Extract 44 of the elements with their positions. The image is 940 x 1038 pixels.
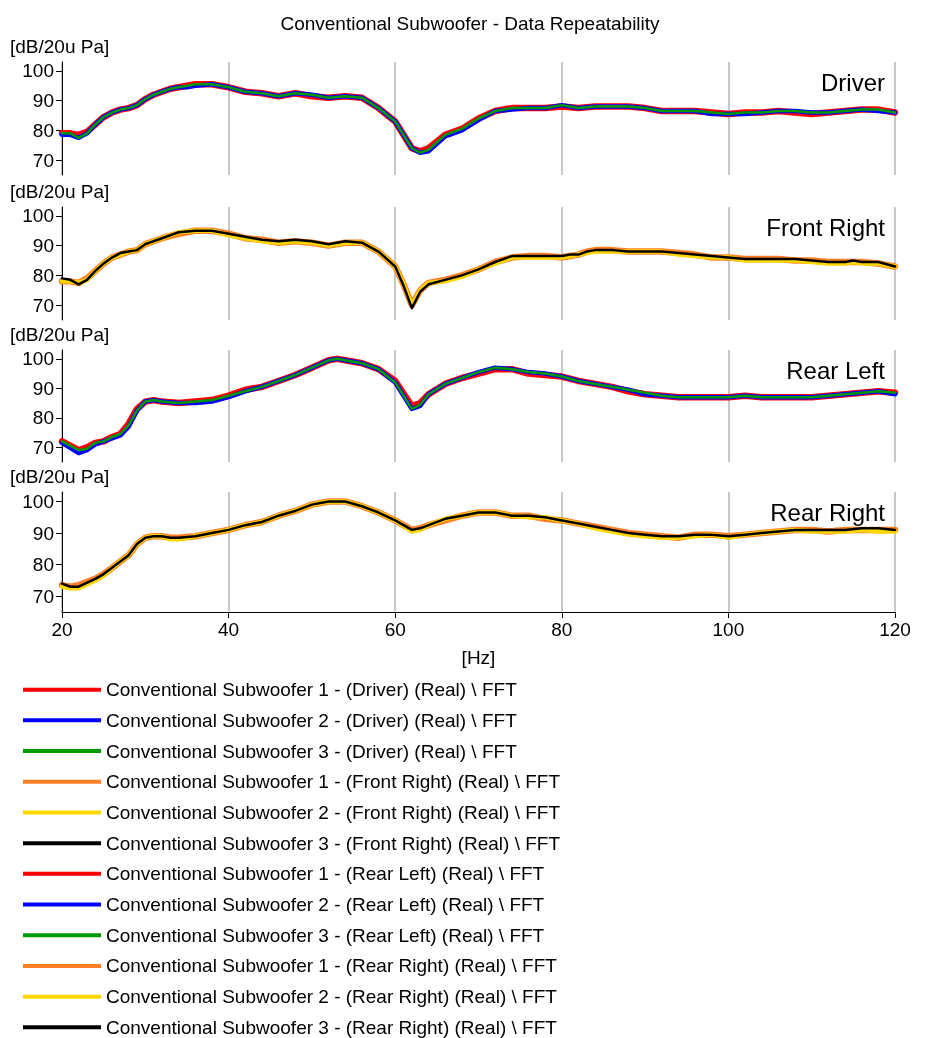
y-tick-label: 100 [22,348,54,370]
legend-label: Conventional Subwoofer 3 - (Rear Left) (Real) \ FFT [106,924,545,946]
y-tick-label: 90 [32,377,54,399]
x-tick-label: 120 [879,619,911,640]
y-tick-label: 70 [32,585,54,607]
x-tick-label: 40 [218,619,240,640]
legend-label: Conventional Subwoofer 1 - (Rear Right) (Real) \ FFT [106,955,558,977]
y-tick-label: 80 [32,264,54,286]
legend-label: Conventional Subwoofer 1 - (Driver) (Real) \ FFT [106,679,518,701]
x-axis-title: [Hz] [461,647,496,668]
x-tick-label: 60 [384,619,406,640]
y-tick-label: 90 [32,235,54,257]
y-tick-label: 80 [32,407,54,429]
y-tick-label: 80 [32,119,54,141]
y-tick-label: 100 [22,205,54,227]
legend-label: Conventional Subwoofer 1 - (Rear Left) (Real) \ FFT [106,863,545,885]
x-tick-label: 20 [51,619,73,640]
legend-label: Conventional Subwoofer 3 - (Driver) (Real) \ FFT [106,740,518,762]
annotation: Front Right [766,213,886,241]
chart-title: Conventional Subwoofer - Data Repeatability [280,13,661,34]
legend-label: Conventional Subwoofer 3 - (Rear Right) (Real) \ FFT [106,1016,558,1038]
y-tick-label: 70 [32,436,54,458]
y-tick-label: 100 [22,490,54,512]
y-tick-label: 90 [32,522,54,544]
x-tick-label: 80 [551,619,573,640]
y-tick-label: 80 [32,554,54,576]
y-tick-label: 90 [32,90,54,112]
y-axis-title: [dB/20u Pa] [10,324,110,345]
annotation: Rear Left [786,356,886,384]
x-tick-label: 100 [712,619,745,640]
y-tick-label: 70 [32,294,54,316]
y-axis-title: [dB/20u Pa] [10,181,110,202]
legend-label: Conventional Subwoofer 2 - (Rear Right) (Real) \ FFT [106,986,558,1008]
annotation: Rear Right [770,498,886,526]
y-axis-title: [dB/20u Pa] [10,36,110,57]
y-tick-label: 70 [32,149,54,171]
legend-label: Conventional Subwoofer 1 - (Front Right) (Real) \ FFT [106,771,561,793]
legend-label: Conventional Subwoofer 2 - (Driver) (Real) \ FFT [106,709,518,731]
legend-label: Conventional Subwoofer 2 - (Front Right) (Real) \ FFT [106,801,561,823]
legend-label: Conventional Subwoofer 3 - (Front Right) (Real) \ FFT [106,832,561,854]
annotation: Driver [821,68,885,96]
legend-label: Conventional Subwoofer 2 - (Rear Left) (Real) \ FFT [106,894,545,916]
y-tick-label: 100 [22,60,54,82]
y-axis-title: [dB/20u Pa] [10,466,110,487]
